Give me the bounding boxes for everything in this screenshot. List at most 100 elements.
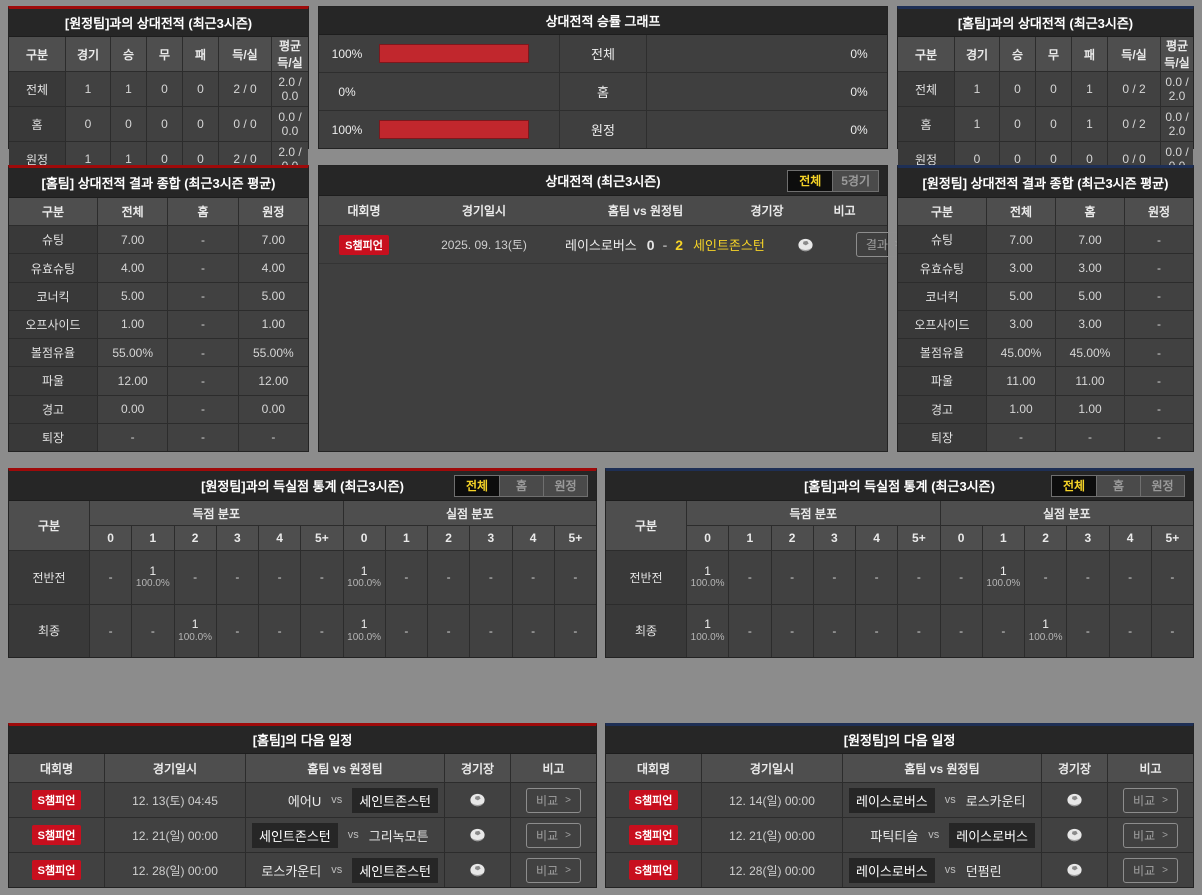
stat-cell: - xyxy=(174,551,216,604)
column-header: 구분 xyxy=(9,37,65,71)
panel-title: [원정팀]과의 상대전적 (최근3시즌) xyxy=(9,9,308,37)
value-cell: 0 xyxy=(183,107,218,141)
stat-cell: - xyxy=(1109,604,1151,657)
soccer-ball-icon[interactable] xyxy=(1066,793,1083,807)
awayteam-goal-stats-panel: [홈팀]과의 득실점 통계 (최근3시즌) 전체 홈 원정 구분 득점 분포 실점 분포… xyxy=(605,468,1194,658)
column-header: 구분 xyxy=(9,198,97,226)
stat-cell: 1 100.0% xyxy=(1025,604,1067,657)
value-cell: - xyxy=(238,423,308,451)
value-cell: - xyxy=(168,254,238,282)
stat-cell: - xyxy=(132,604,174,657)
row-label: 코너킥 xyxy=(9,282,97,310)
value-cell: - xyxy=(1125,423,1193,451)
compare-button[interactable]: 비교 > xyxy=(526,822,581,848)
tab-홈[interactable]: 홈 xyxy=(499,475,543,496)
home-team-side: 파틱티슬 xyxy=(849,826,918,845)
stat-cell: - xyxy=(554,551,596,604)
stat-cell: 1 100.0% xyxy=(174,604,216,657)
column-header: 구분 xyxy=(898,37,954,71)
away-team-side: 로스카운티 xyxy=(966,791,1035,810)
away-win-pct-label: 0% xyxy=(850,84,868,99)
match-teams: 레이스로버스 vs 로스카운티 xyxy=(843,783,1041,817)
match-percent: 100.0% xyxy=(986,578,1021,590)
chevron-right-icon: > xyxy=(565,864,571,876)
vs-label: vs xyxy=(331,794,343,806)
column-header: 무 xyxy=(1036,37,1071,71)
column-header: 경기일시 xyxy=(702,754,842,782)
row-label: 파울 xyxy=(898,367,986,395)
match-teams: 에어U vs 세인트존스턴 xyxy=(246,783,444,817)
awayteam-schedule-panel: [원정팀]의 다음 일정 대회명 경기일시 홈팀 vs 원정팀 경기장 비고 S챔피언 12… xyxy=(605,723,1194,888)
category-label: 홈 xyxy=(559,73,647,110)
value-cell: 3.00 xyxy=(987,254,1055,282)
value-cell: 7.00 xyxy=(98,226,168,254)
chevron-right-icon: > xyxy=(1162,794,1168,806)
row-label: 경고 xyxy=(898,395,986,423)
tab-전체[interactable]: 전체 xyxy=(1052,475,1096,496)
away-win-rate-area: 0% xyxy=(647,111,887,148)
away-team-name: 레이스로버스 xyxy=(949,822,1035,848)
soccer-ball-icon[interactable] xyxy=(469,793,486,807)
tab-전체[interactable]: 전체 xyxy=(455,475,499,496)
panel-title-text: [원정팀]의 다음 일정 xyxy=(843,733,956,748)
compare-button[interactable]: 비교 > xyxy=(1123,787,1178,813)
match-teams: 레이스로버스 vs 던펌린 xyxy=(843,853,1041,887)
value-cell: 0 xyxy=(147,72,182,106)
value-cell: 0.0 / 2.0 xyxy=(1161,72,1193,106)
soccer-ball-icon[interactable] xyxy=(1066,863,1083,877)
value-cell: 11.00 xyxy=(987,367,1055,395)
stat-cell: - xyxy=(1067,604,1109,657)
home-score: 0 xyxy=(646,236,655,253)
stat-cell: - xyxy=(813,551,855,604)
compare-button[interactable]: 비교 > xyxy=(526,857,581,883)
home-team-side: 로스카운티 xyxy=(252,861,321,880)
tab-원정[interactable]: 원정 xyxy=(1140,475,1184,496)
tab-홈[interactable]: 홈 xyxy=(1096,475,1140,496)
league-cell: S챔피언 xyxy=(606,818,701,852)
row-label: 볼점유율 xyxy=(898,339,986,367)
match-teams: 세인트존스턴 vs 그리녹모튼 xyxy=(246,818,444,852)
hometeam-schedule-table: 대회명 경기일시 홈팀 vs 원정팀 경기장 비고 S챔피언 12. 13(토) 04:45… xyxy=(9,754,596,887)
panel-title: [원정팀]과의 득실점 통계 (최근3시즌) 전체 홈 원정 xyxy=(9,471,596,501)
soccer-ball-icon[interactable] xyxy=(469,828,486,842)
h2h-filter-tabs: 전체 5경기 xyxy=(787,169,879,192)
value-cell: 12.00 xyxy=(98,367,168,395)
tab-원정[interactable]: 원정 xyxy=(543,475,587,496)
tab-전체[interactable]: 전체 xyxy=(788,170,833,191)
row-label: 슈팅 xyxy=(9,226,97,254)
win-rate-bar xyxy=(379,44,529,63)
vs-label: vs xyxy=(331,864,343,876)
value-cell: - xyxy=(168,282,238,310)
compare-button[interactable]: 비교 > xyxy=(526,787,581,813)
compare-button[interactable]: 비교 > xyxy=(1123,822,1178,848)
soccer-ball-icon[interactable] xyxy=(797,238,814,252)
stat-cell: - xyxy=(729,604,771,657)
column-header: 평균 득/실 xyxy=(1161,37,1193,71)
bar-track xyxy=(657,120,827,139)
value-cell: 5.00 xyxy=(987,282,1055,310)
away-win-pct-label: 0% xyxy=(850,46,868,61)
bar-track xyxy=(379,44,529,63)
record-vs-hometeam-table: 구분 경기 승 무 패 득/실 평균 득/실 전체 1 0 0 1 0 / 2 0.0 / 2.0 홈 1 0 0… xyxy=(898,37,1193,176)
match-datetime: 12. 21(일) 00:00 xyxy=(702,818,842,852)
tab-5경기[interactable]: 5경기 xyxy=(832,170,878,191)
note-cell: 비교 > xyxy=(511,853,596,887)
column-header: 비고 xyxy=(1108,754,1193,782)
value-cell: 0 xyxy=(1000,72,1035,106)
stat-cell: - xyxy=(898,551,940,604)
soccer-ball-icon[interactable] xyxy=(1066,828,1083,842)
stat-cell: - xyxy=(90,604,132,657)
soccer-ball-icon[interactable] xyxy=(469,863,486,877)
goal-count-header: 4 xyxy=(512,526,554,550)
column-header: 대회명 xyxy=(606,754,701,782)
match-count: 1 xyxy=(1042,617,1049,632)
column-header: 경기장 xyxy=(1042,754,1107,782)
note-cell: 비교 > xyxy=(1108,783,1193,817)
match-percent: 100.0% xyxy=(1028,631,1063,643)
value-cell: - xyxy=(1125,367,1193,395)
value-cell: - xyxy=(168,423,238,451)
goal-count-header: 1 xyxy=(385,526,427,550)
stat-cell: - xyxy=(259,604,301,657)
compare-button[interactable]: 비교 > xyxy=(1123,857,1178,883)
column-header: 패 xyxy=(1072,37,1107,71)
